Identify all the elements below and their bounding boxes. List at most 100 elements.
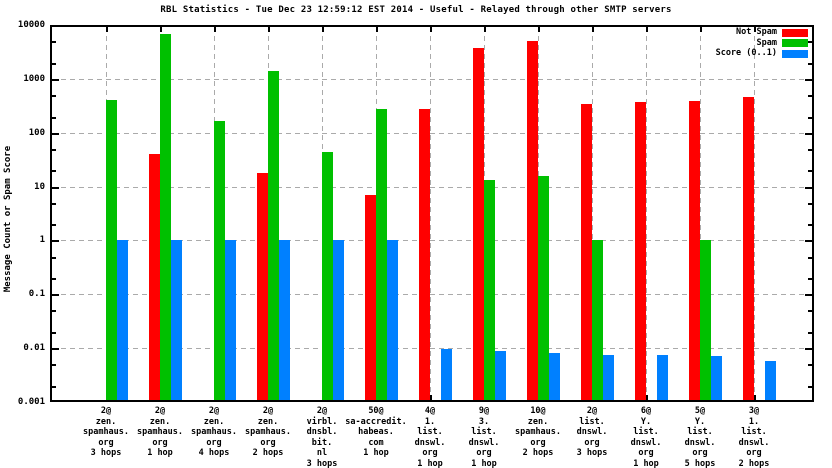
y-minor-tick-left bbox=[52, 41, 56, 43]
y-major-tick-right bbox=[805, 187, 812, 189]
x-category-label: 2@ zen. spamhaus. org 4 hops bbox=[169, 406, 259, 459]
x-label-line: 1 hop bbox=[633, 458, 659, 468]
plot-area bbox=[50, 25, 814, 402]
y-minor-tick-left bbox=[52, 149, 56, 151]
x-label-line: 3 hops bbox=[90, 448, 122, 458]
x-category-label: 4@ 1. list. dnswl. org 1 hop bbox=[385, 406, 475, 468]
x-label-line: 9@ bbox=[478, 406, 490, 416]
x-label-line: list. bbox=[417, 427, 443, 437]
chart-title: RBL Statistics - Tue Dec 23 12:59:12 EST… bbox=[160, 5, 672, 15]
y-minor-tick-left bbox=[52, 224, 56, 226]
x-label-line: 2 hops bbox=[252, 448, 284, 458]
y-minor-tick-left bbox=[52, 310, 56, 312]
x-label-line: 1 hop bbox=[147, 448, 173, 458]
y-axis-label: Message Count or Spam Score bbox=[3, 145, 13, 293]
y-minor-tick-right bbox=[808, 63, 812, 65]
x-label-line: 2@ bbox=[262, 406, 274, 416]
x-tick-top bbox=[268, 27, 270, 32]
bar-spam bbox=[214, 121, 225, 400]
x-category-label: 3@ 1. list. dnswl. org 2 hops bbox=[709, 406, 799, 468]
x-label-line: 50@ bbox=[368, 406, 384, 416]
y-major-tick-left bbox=[52, 133, 59, 135]
x-label-line: bit. bbox=[311, 437, 333, 448]
y-minor-tick-left bbox=[52, 278, 56, 280]
legend-item: Score (0..1) bbox=[716, 49, 808, 58]
bar-not-spam bbox=[473, 48, 484, 400]
x-label-line: org bbox=[98, 437, 114, 448]
x-tick-top bbox=[754, 27, 756, 32]
legend-label: Not Spam bbox=[736, 27, 777, 37]
y-minor-tick-left bbox=[52, 63, 56, 65]
legend-label: Score (0..1) bbox=[715, 48, 777, 58]
x-label-line: dnswl. bbox=[414, 437, 446, 448]
x-label-line: habeas. bbox=[358, 427, 394, 437]
bar-score bbox=[765, 361, 776, 400]
v-gridline bbox=[700, 27, 701, 400]
legend-swatch bbox=[782, 28, 808, 37]
legend-swatch bbox=[782, 39, 808, 47]
y-minor-tick-right bbox=[808, 41, 812, 43]
x-label-line: 2@ bbox=[100, 406, 112, 416]
x-label-line: org bbox=[584, 437, 600, 448]
y-tick-label: 0.01 bbox=[23, 343, 45, 353]
x-label-line: 2@ bbox=[154, 406, 166, 416]
x-category-label: 2@ zen. spamhaus. org 2 hops bbox=[223, 406, 313, 459]
bar-not-spam bbox=[419, 109, 430, 400]
bar-score bbox=[117, 240, 128, 400]
x-label-line: 5 hops bbox=[684, 458, 716, 468]
x-tick-top bbox=[160, 27, 162, 32]
x-label-line: 2 hops bbox=[738, 458, 770, 468]
x-label-line: Y. bbox=[640, 416, 652, 427]
x-tick-top bbox=[376, 27, 378, 32]
y-tick-label: 10 bbox=[34, 182, 45, 192]
bar-score bbox=[279, 240, 290, 400]
x-label-line: 3. bbox=[478, 416, 490, 427]
bar-not-spam bbox=[527, 41, 538, 400]
y-minor-tick-right bbox=[808, 170, 812, 172]
x-category-label: 6@ Y. list. dnswl. org 1 hop bbox=[601, 406, 691, 468]
x-label-line: org bbox=[260, 437, 276, 448]
x-tick-top bbox=[592, 27, 594, 32]
bar-not-spam bbox=[365, 195, 376, 400]
y-minor-tick-right bbox=[808, 95, 812, 97]
h-gridline bbox=[52, 133, 812, 134]
bar-spam bbox=[700, 240, 711, 400]
y-minor-tick-right bbox=[808, 364, 812, 366]
x-label-line: 1. bbox=[748, 416, 760, 427]
y-minor-tick-right bbox=[808, 149, 812, 151]
x-label-line: com bbox=[368, 437, 384, 448]
x-tick-top bbox=[700, 27, 702, 32]
x-label-line: spamhaus. bbox=[244, 427, 292, 437]
bar-not-spam bbox=[743, 97, 754, 400]
y-minor-tick-left bbox=[52, 257, 56, 259]
bar-score bbox=[171, 240, 182, 400]
x-tick-bottom bbox=[430, 395, 432, 400]
bar-spam bbox=[106, 100, 117, 400]
h-gridline bbox=[52, 348, 812, 349]
x-label-line: org bbox=[746, 448, 762, 458]
y-minor-tick-right bbox=[808, 117, 812, 119]
x-label-line: 4 hops bbox=[198, 448, 230, 458]
x-label-line: 10@ bbox=[530, 406, 546, 416]
bar-score bbox=[225, 240, 236, 400]
y-minor-tick-left bbox=[52, 203, 56, 205]
x-label-line: org bbox=[530, 437, 546, 448]
x-tick-bottom bbox=[754, 395, 756, 400]
y-tick-label: 1000 bbox=[23, 74, 45, 84]
x-label-line: 3 hops bbox=[576, 448, 608, 458]
x-category-label: 10@ zen. spamhaus. org 2 hops bbox=[493, 406, 583, 459]
v-gridline bbox=[430, 27, 431, 400]
x-tick-top bbox=[106, 27, 108, 32]
x-label-line: zen. bbox=[95, 416, 117, 427]
x-tick-top bbox=[484, 27, 486, 32]
x-label-line: 2@ bbox=[586, 406, 598, 416]
y-minor-tick-right bbox=[808, 332, 812, 334]
x-category-label: 2@ zen. spamhaus. org 3 hops bbox=[61, 406, 151, 459]
x-label-line: nl bbox=[316, 448, 328, 458]
y-minor-tick-left bbox=[52, 332, 56, 334]
legend-swatch bbox=[782, 49, 808, 58]
x-tick-top bbox=[646, 27, 648, 32]
h-gridline bbox=[52, 240, 812, 241]
x-label-line: list. bbox=[687, 427, 713, 437]
x-label-line: zen. bbox=[257, 416, 279, 427]
